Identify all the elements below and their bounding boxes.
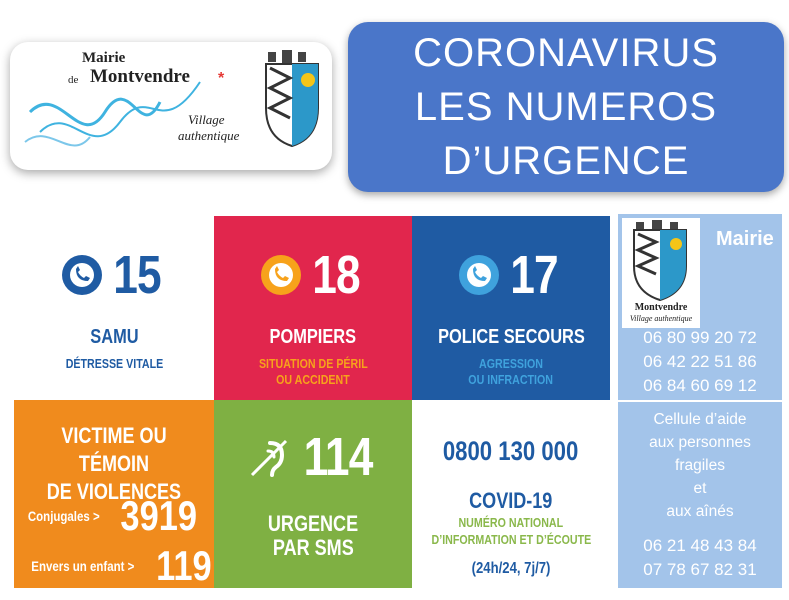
deaf-ear-icon [250, 439, 287, 477]
police-label: POLICE SECOURS [437, 326, 585, 348]
samu-number[interactable]: 15 [113, 245, 161, 305]
violences-line-2: DE VIOLENCES [46, 479, 182, 504]
cellule-phone-1[interactable]: 06 21 48 43 84 [643, 536, 757, 555]
enfant-number[interactable]: 119 [156, 542, 212, 589]
enfant-label: Envers un enfant > [31, 558, 135, 574]
tile-violences: VICTIME OU TÉMOIN DE VIOLENCES Conjugale… [14, 400, 214, 589]
crest-name: Montvendre [634, 302, 688, 313]
conjugales-number[interactable]: 3919 [120, 492, 198, 539]
mairie-logo: Mairie de Montvendre * Village authentiq… [10, 42, 332, 170]
cellule-line-4: et [693, 480, 707, 497]
covid-hours: (24h/24, 7j/7) [471, 560, 551, 577]
pompiers-number[interactable]: 18 [312, 245, 360, 305]
title-line-1: CORONAVIRUS [413, 31, 719, 75]
covid-label: COVID-19 [469, 488, 553, 513]
phone-icon [61, 255, 102, 295]
logo-de: de [68, 74, 79, 86]
covid-sub-1: NUMÉRO NATIONAL [458, 515, 564, 530]
cellule-line-5: aux aînés [666, 503, 734, 520]
crest-icon [265, 50, 319, 148]
tile-cellule: Cellule d’aide aux personnes fragiles et… [618, 400, 782, 588]
pompiers-sub-1: SITUATION DE PÉRIL [258, 356, 368, 371]
police-number[interactable]: 17 [510, 245, 558, 305]
phone-icon [458, 255, 499, 295]
tile-police: 17 POLICE SECOURS AGRESSION OU INFRACTIO… [412, 216, 610, 400]
cellule-phone-2[interactable]: 07 78 67 82 31 [643, 560, 757, 579]
tile-pompiers: 18 POMPIERS SITUATION DE PÉRIL OU ACCIDE… [214, 216, 412, 400]
cellule-line-3: fragiles [675, 457, 725, 474]
mairie-title: Mairie [716, 228, 774, 250]
mairie-phone-1[interactable]: 06 80 99 20 72 [643, 328, 757, 347]
crest-sub: Village authentique [629, 314, 693, 323]
police-sub-2: OU INFRACTION [468, 372, 554, 387]
police-sub-1: AGRESSION [479, 356, 543, 371]
title-line-3: D’URGENCE [442, 139, 690, 183]
sms-number[interactable]: 114 [303, 427, 374, 487]
tile-samu: 15 SAMU DÉTRESSE VITALE [14, 216, 214, 400]
crest-icon [633, 220, 687, 302]
sms-label-1: URGENCE [267, 511, 359, 536]
tile-sms: 114 URGENCE PAR SMS [214, 400, 412, 588]
covid-sub-2: D’INFORMATION ET D’ÉCOUTE [431, 532, 591, 547]
logo-authentique: authentique [178, 128, 240, 143]
samu-sub: DÉTRESSE VITALE [65, 356, 163, 371]
samu-label: SAMU [89, 326, 139, 348]
title-line-2: LES NUMEROS [414, 85, 718, 129]
sms-label-2: PAR SMS [272, 535, 354, 560]
logo-mairie: Mairie [82, 50, 126, 66]
mairie-phone-2[interactable]: 06 42 22 51 86 [643, 352, 757, 371]
tile-covid: 0800 130 000 COVID-19 NUMÉRO NATIONAL D’… [412, 400, 610, 588]
swoosh-logo-icon [24, 81, 201, 147]
violences-line-1: VICTIME OU TÉMOIN [61, 423, 167, 476]
title-banner: CORONAVIRUS LES NUMEROS D’URGENCE [348, 22, 784, 192]
cellule-line-2: aux personnes [649, 434, 751, 451]
mairie-crest: Montvendre Village authentique [622, 218, 700, 328]
pompiers-sub-2: OU ACCIDENT [276, 372, 350, 387]
logo-asterisk: * [218, 70, 225, 87]
cellule-line-1: Cellule d’aide [653, 411, 747, 428]
covid-phone[interactable]: 0800 130 000 [443, 436, 579, 466]
mairie-phone-3[interactable]: 06 84 60 69 12 [643, 376, 757, 395]
logo-village: Village [188, 112, 225, 127]
tile-mairie: Montvendre Village authentique Mairie 06… [618, 214, 782, 400]
pompiers-label: POMPIERS [269, 326, 357, 348]
logo-town: Montvendre [90, 66, 190, 87]
conjugales-label: Conjugales > [27, 508, 100, 524]
phone-icon [260, 255, 301, 295]
